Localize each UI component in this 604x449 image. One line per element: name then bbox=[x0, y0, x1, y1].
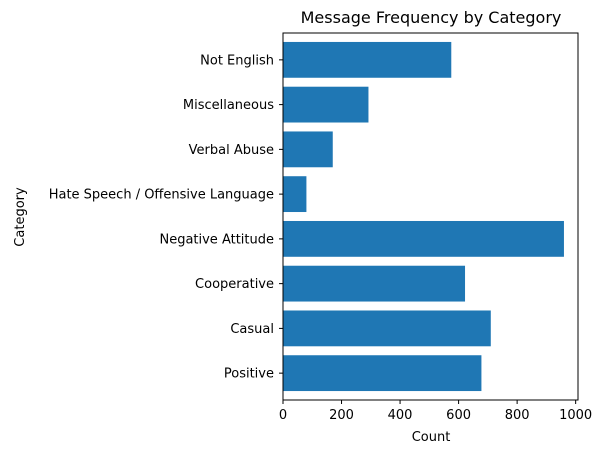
chart-title: Message Frequency by Category bbox=[301, 8, 562, 27]
y-tick-label: Hate Speech / Offensive Language bbox=[49, 188, 274, 203]
y-axis-label: Category bbox=[13, 187, 28, 247]
y-tick-label: Not English bbox=[200, 53, 274, 68]
x-tick-label: 200 bbox=[329, 408, 354, 423]
y-axis-ticks: Positive Casual Cooperative Negative Attitu… bbox=[49, 53, 283, 382]
bar-negative-attitude bbox=[283, 220, 564, 257]
y-tick-label: Casual bbox=[230, 322, 274, 337]
x-tick-label: 1000 bbox=[559, 408, 592, 423]
bars-group bbox=[283, 41, 564, 392]
y-tick-label: Positive bbox=[224, 367, 274, 382]
bar-cooperative bbox=[283, 265, 466, 302]
y-tick-label: Verbal Abuse bbox=[189, 143, 274, 158]
x-tick-label: 0 bbox=[279, 408, 287, 423]
y-tick-label: Miscellaneous bbox=[183, 98, 274, 113]
bar-verbal-abuse bbox=[283, 131, 333, 168]
x-tick-label: 600 bbox=[446, 408, 471, 423]
bar-not-english bbox=[283, 41, 452, 78]
x-axis-ticks: 0 200 400 600 800 1000 bbox=[279, 400, 592, 423]
y-tick-label: Negative Attitude bbox=[159, 232, 274, 247]
bar-positive bbox=[283, 355, 482, 392]
x-axis-label: Count bbox=[412, 430, 451, 445]
bar-hate-speech-offensive-language bbox=[283, 176, 307, 213]
x-tick-label: 800 bbox=[505, 408, 530, 423]
bar-miscellaneous bbox=[283, 86, 369, 123]
y-tick-label: Cooperative bbox=[195, 277, 274, 292]
plot-frame bbox=[282, 32, 579, 401]
x-tick-label: 400 bbox=[388, 408, 413, 423]
bar-casual bbox=[283, 310, 491, 347]
